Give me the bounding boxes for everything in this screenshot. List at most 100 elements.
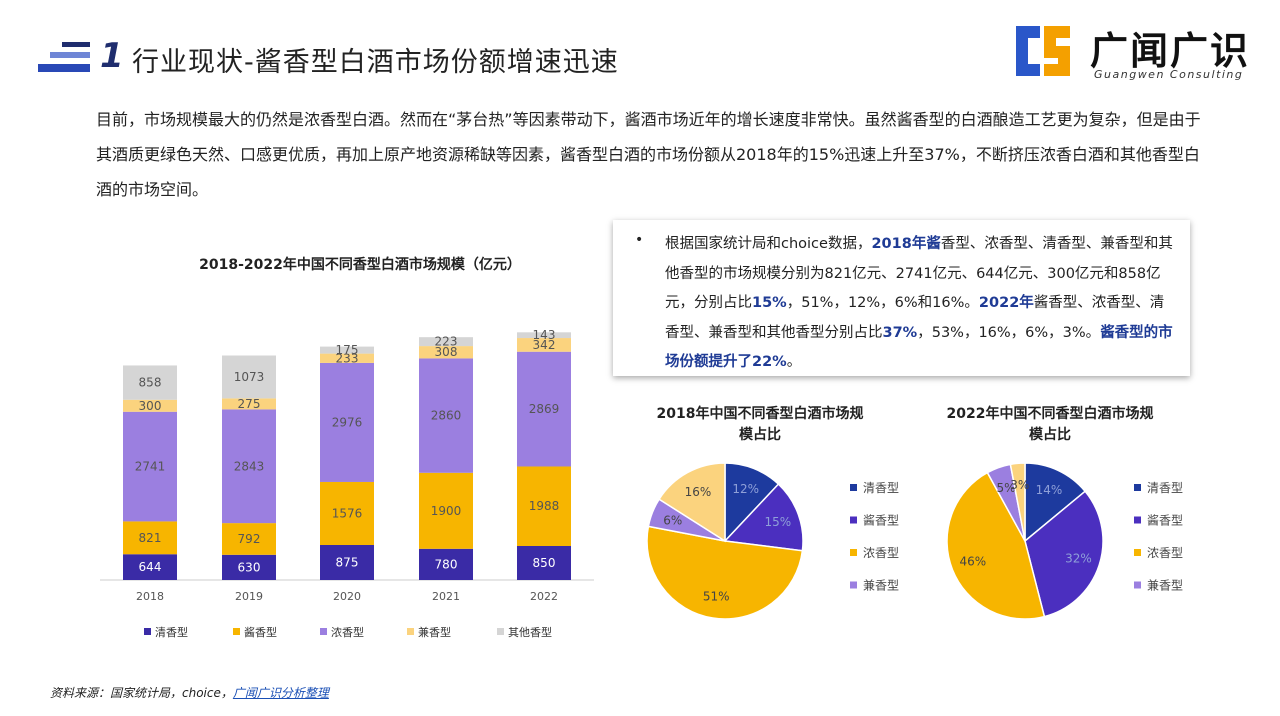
callout-highlight: 37% <box>882 324 918 341</box>
pie-legend-label: 酱香型 <box>1147 513 1183 528</box>
bar-value-label: 2741 <box>135 460 166 474</box>
legend-swatch <box>320 628 327 635</box>
summary-callout: • 根据国家统计局和choice数据，2018年酱香型、浓香型、清香型、兼香型和… <box>613 220 1190 376</box>
pie-legend-swatch <box>850 484 857 491</box>
callout-part: 根据国家统计局和choice数据， <box>665 236 872 252</box>
pie-slice-label: 12% <box>732 482 759 496</box>
pie-legend-swatch <box>1134 484 1141 491</box>
bar-segment <box>320 481 374 545</box>
x-tick-label: 2022 <box>530 590 558 603</box>
pie-slice-label: 46% <box>959 555 986 569</box>
pie-legend-swatch <box>1134 581 1141 589</box>
bullet: • <box>635 232 644 248</box>
pie-legend-label: 兼香型 <box>1147 579 1183 593</box>
pie-slice <box>1024 490 1104 618</box>
bar-segment <box>517 466 571 546</box>
bar-value-label: 308 <box>435 345 458 359</box>
pie-legend-label: 清香型 <box>863 481 899 495</box>
bar-segment <box>123 411 177 522</box>
pie-legend-label: 清香型 <box>1147 481 1183 495</box>
section-number: 1 <box>100 36 124 76</box>
callout-text: 根据国家统计局和choice数据，2018年酱香型、浓香型、清香型、兼香型和其他… <box>665 230 1175 378</box>
bar-segment <box>320 353 374 363</box>
bar-value-label: 275 <box>238 397 261 411</box>
bar-segment <box>222 409 276 524</box>
bar-value-label: 1900 <box>431 504 462 518</box>
bar-value-label: 644 <box>139 560 162 574</box>
bar-value-label: 2976 <box>332 415 363 429</box>
bar-segment <box>222 554 276 580</box>
x-tick-label: 2021 <box>432 590 460 603</box>
pie-legend-label: 浓香型 <box>1147 546 1183 560</box>
intro-paragraph: 目前，市场规模最大的仍然是浓香型白酒。然而在“茅台热”等因素带动下，酱酒市场近年… <box>96 110 1201 199</box>
source-link[interactable]: 广闻广识分析整理 <box>232 686 329 700</box>
bar-value-label: 2860 <box>431 409 462 423</box>
pie-slice-label: 51% <box>703 589 730 603</box>
bar-segment <box>517 338 571 352</box>
pie-legend-label: 兼香型 <box>863 579 899 593</box>
callout-part: 。 <box>786 354 802 370</box>
pie-slice <box>1024 462 1087 543</box>
pie-legend-swatch <box>850 549 857 556</box>
bar-value-label: 2869 <box>529 402 560 416</box>
bar-value-label: 143 <box>533 328 556 342</box>
bar-segment <box>320 362 374 482</box>
legend-swatch <box>233 628 240 635</box>
bar-value-label: 342 <box>533 338 556 352</box>
bar-segment <box>517 332 571 339</box>
bar-segment <box>123 521 177 555</box>
bar-segment <box>419 358 473 473</box>
pie-2022-title: 2022年中国不同香型白酒市场规模占比 <box>946 406 1154 443</box>
bar-segment <box>419 472 473 549</box>
bar-segment <box>222 355 276 399</box>
bar-segment <box>419 346 473 359</box>
bar-value-label: 850 <box>533 556 556 570</box>
bar-segment <box>517 546 571 580</box>
legend-swatch <box>144 628 151 635</box>
logo-name-en: Guangwen Consulting <box>1094 68 1244 81</box>
callout-highlight: 2022年 <box>978 295 1034 311</box>
pie-slice-label: 32% <box>1065 551 1092 565</box>
pie-legend-swatch <box>1134 549 1141 556</box>
pie-legend-label: 浓香型 <box>863 546 899 560</box>
x-tick-label: 2020 <box>333 590 361 603</box>
callout-part: ，53%，16%，6%，3%。 <box>917 324 1101 341</box>
bar-value-label: 630 <box>238 560 261 574</box>
pie-legend-label: 酱香型 <box>863 513 899 528</box>
stacked-bar-chart: 644 821 2741 300 858 2018 630 792 2843 275 1073 201… <box>100 328 594 639</box>
bar-segment <box>123 399 177 412</box>
legend-label: 浓香型 <box>331 625 364 639</box>
callout-part: 酱香型、浓香型、清香型、兼香型和其他香型分别占比 <box>665 295 1165 341</box>
bar-segment <box>320 346 374 354</box>
callout-highlight: 2018年酱 <box>871 236 941 252</box>
pie-legend-swatch <box>850 516 857 524</box>
bar-segment <box>222 523 276 555</box>
logo-name-cn: 广闻广识 <box>1090 29 1251 73</box>
bar-segment <box>123 365 177 400</box>
bar-value-label: 300 <box>139 399 162 413</box>
logo-icon <box>1016 26 1070 76</box>
pie-slice <box>946 471 1046 620</box>
pie-slice-label: 3% <box>1010 478 1029 492</box>
bar-segment <box>419 337 473 347</box>
legend-swatch <box>497 628 504 635</box>
callout-part: ，51%，12%，6%和16%。 <box>786 295 979 311</box>
pie-slice <box>658 462 726 543</box>
page-title: 行业现状-酱香型白酒市场份额增速迅速 <box>132 47 619 78</box>
callout-highlight: 15% <box>752 295 787 311</box>
bar-segment <box>419 548 473 580</box>
source-note: 资料来源：国家统计局，choice，广闻广识分析整理 <box>50 684 329 701</box>
pie-slice <box>646 525 804 620</box>
source-prefix: 资料来源：国家统计局，choice， <box>50 686 233 700</box>
bar-segment <box>517 351 571 467</box>
bar-value-label: 223 <box>435 335 458 349</box>
x-tick-label: 2019 <box>235 590 263 603</box>
x-tick-label: 2018 <box>136 590 164 603</box>
bar-value-label: 175 <box>336 343 359 357</box>
pie-slice <box>723 483 804 552</box>
bar-value-label: 1576 <box>332 506 363 520</box>
pie-2018-title: 2018年中国不同香型白酒市场规模占比 <box>656 406 864 443</box>
pie-slice-label: 16% <box>685 485 712 499</box>
bar-value-label: 2843 <box>234 459 265 473</box>
